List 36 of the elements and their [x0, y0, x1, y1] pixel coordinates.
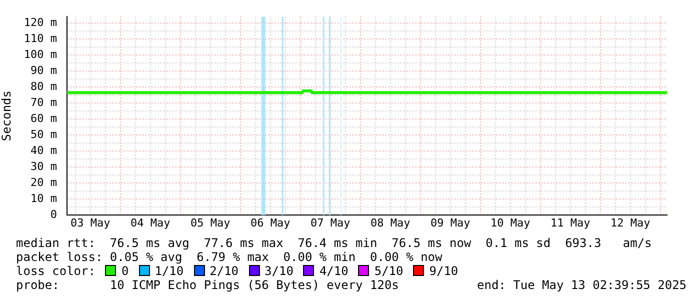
y-tick-label: 90 m — [30, 64, 58, 77]
y-tick-label: 100 m — [24, 48, 58, 61]
x-tick-label: 08 May — [370, 216, 411, 230]
x-tick-label: 10 May — [490, 216, 531, 230]
text: packet loss: 0.05 % avg 6.79 % max 0.00 % min 0.00 % now — [16, 250, 442, 264]
text: end: Tue May 13 02:39:55 2025 — [477, 278, 687, 292]
text: probe: 10 ICMP Echo Pings (56 Bytes) every 120s — [16, 278, 399, 292]
x-tick-label: 03 May — [70, 216, 111, 230]
x-tick-label: 04 May — [130, 216, 171, 230]
x-tick-label: 05 May — [190, 216, 231, 230]
y-tick-label: 120 m — [24, 16, 58, 29]
y-tick-label: 70 m — [30, 96, 58, 109]
legend-label: 2/10 — [210, 264, 239, 278]
legend-label: 9/10 — [429, 264, 458, 278]
text: median rtt: 76.5 ms avg 77.6 ms max 76.4 ms min 76.5 ms now 0.1 ms sd 693.3 am/s — [16, 236, 652, 250]
y-tick-label: 10 m — [30, 192, 58, 205]
y-tick-label: 60 m — [30, 112, 58, 125]
legend-label: 3/10 — [264, 264, 294, 278]
x-tick-label: 07 May — [310, 216, 351, 230]
y-tick-label: 80 m — [30, 80, 58, 93]
y-tick-label: 50 m — [30, 128, 58, 141]
y-tick-label: 20 m — [30, 176, 58, 189]
legend-label: 0 — [121, 264, 129, 278]
y-tick-label: 30 m — [30, 160, 58, 173]
y-axis-title: Seconds — [0, 90, 14, 142]
y-tick-label: 40 m — [30, 144, 58, 157]
legend-label: 5/10 — [374, 264, 404, 278]
legend-label: 1/10 — [154, 264, 184, 278]
x-tick-label: 12 May — [610, 216, 651, 230]
legend-title: loss color: — [16, 264, 96, 278]
y-tick-label: 0 — [50, 208, 57, 221]
y-tick-label: 110 m — [24, 32, 58, 45]
x-tick-label: 11 May — [550, 216, 591, 230]
legend-label: 4/10 — [319, 264, 348, 278]
x-tick-label: 09 May — [430, 216, 471, 230]
x-tick-label: 06 May — [250, 216, 291, 230]
